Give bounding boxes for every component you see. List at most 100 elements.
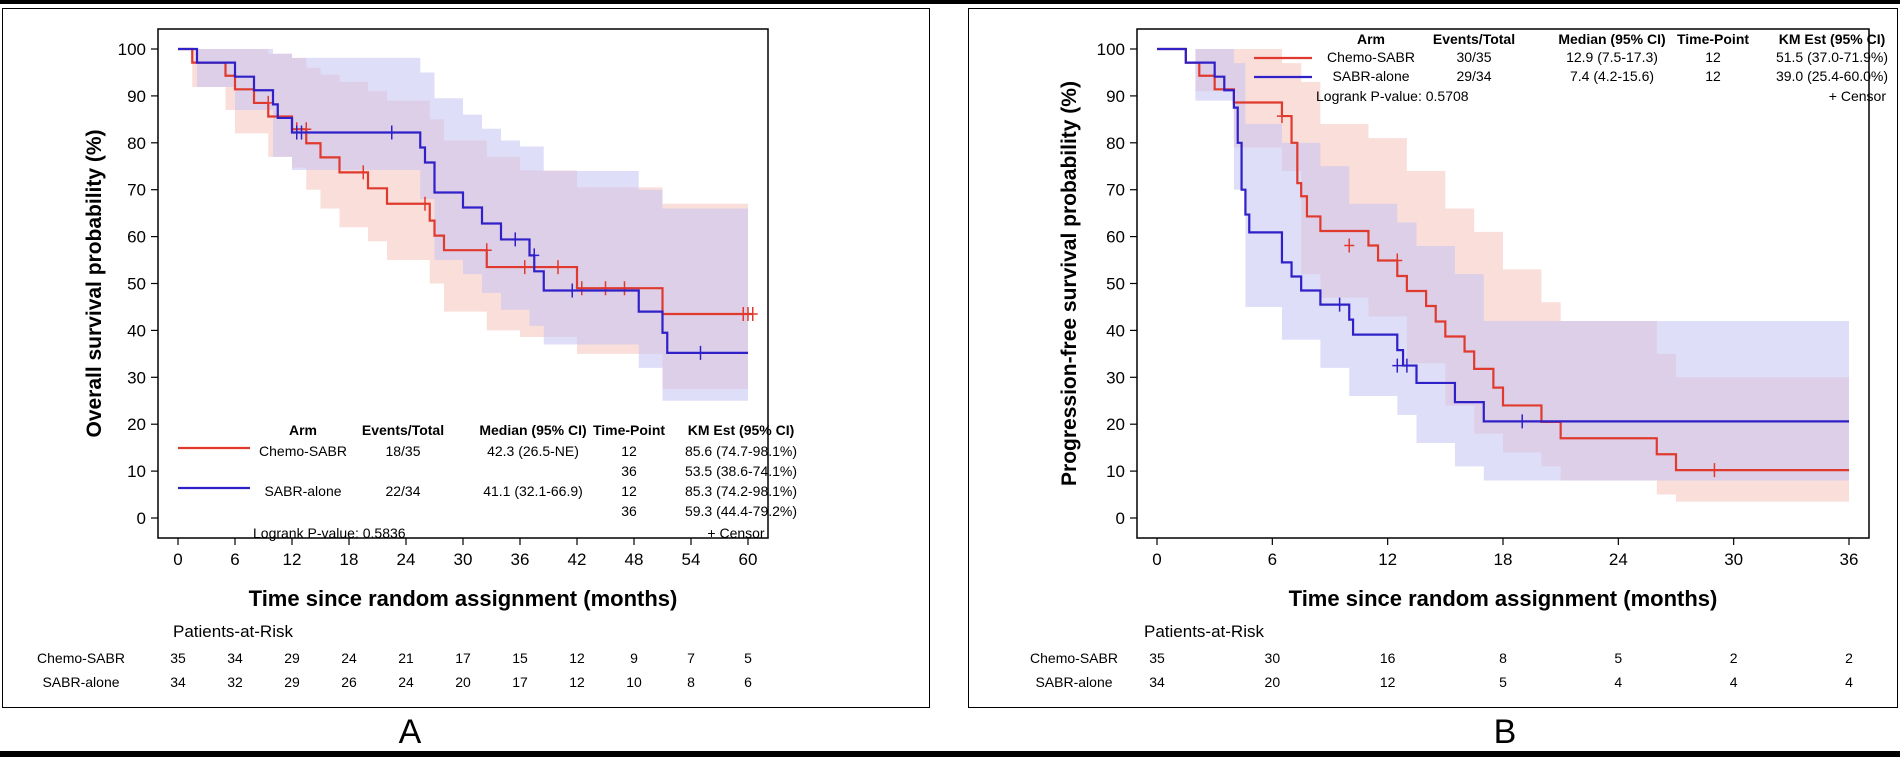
risk-count: 4 bbox=[1614, 674, 1622, 690]
y-tick-label: 10 bbox=[127, 462, 146, 481]
risk-count: 4 bbox=[1845, 674, 1853, 690]
censor-mark bbox=[1392, 358, 1403, 373]
risk-count: 24 bbox=[398, 674, 414, 690]
risk-count: 32 bbox=[227, 674, 243, 690]
legend-cell: 36 bbox=[621, 503, 637, 519]
risk-count: 15 bbox=[512, 650, 528, 666]
risk-count: 5 bbox=[1499, 674, 1507, 690]
censor-mark bbox=[1276, 109, 1287, 124]
risk-row-name: SABR-alone bbox=[42, 674, 119, 690]
legend-header: Median (95% CI) bbox=[1558, 31, 1665, 47]
y-tick-label: 10 bbox=[1106, 462, 1125, 481]
y-tick-label: 30 bbox=[127, 368, 146, 387]
censor-mark bbox=[553, 260, 563, 275]
legend-cell: 36 bbox=[621, 463, 637, 479]
censor-mark bbox=[358, 165, 369, 180]
x-tick-label: 24 bbox=[397, 550, 416, 569]
y-tick-label: 40 bbox=[127, 321, 146, 340]
legend-cell: 53.5 (38.6-74.1%) bbox=[685, 463, 797, 479]
y-tick-label: 90 bbox=[1106, 87, 1125, 106]
risk-count: 35 bbox=[1149, 650, 1165, 666]
y-tick-label: 0 bbox=[137, 509, 146, 528]
risk-count: 30 bbox=[1265, 650, 1281, 666]
legend-cell: 12 bbox=[1705, 49, 1721, 65]
x-tick-label: 36 bbox=[511, 550, 530, 569]
legend-cell: 30/35 bbox=[1456, 49, 1491, 65]
y-tick-label: 80 bbox=[1106, 134, 1125, 153]
y-tick-label: 20 bbox=[127, 415, 146, 434]
risk-count: 20 bbox=[455, 674, 471, 690]
y-tick-label: 90 bbox=[127, 87, 146, 106]
legend-header: KM Est (95% CI) bbox=[1779, 31, 1886, 47]
risk-row-name: Chemo-SABR bbox=[1030, 650, 1118, 666]
ci-band-sabr-alone bbox=[178, 49, 748, 420]
legend-cell: 41.1 (32.1-66.9) bbox=[483, 483, 583, 499]
legend-cell: 12 bbox=[621, 483, 637, 499]
censor-mark bbox=[1334, 297, 1345, 312]
censor-mark bbox=[510, 232, 521, 247]
y-tick-label: 60 bbox=[127, 228, 146, 247]
risk-count: 7 bbox=[687, 650, 695, 666]
risk-row-name: SABR-alone bbox=[1035, 674, 1112, 690]
y-tick-label: 100 bbox=[118, 40, 146, 59]
censor-mark bbox=[1401, 358, 1412, 373]
legend-cell: 59.3 (44.4-79.2%) bbox=[685, 503, 797, 519]
y-tick-label: 70 bbox=[1106, 181, 1125, 200]
km-chart-overall-survival: 0 10 20 30 40 50 60 70 80 90 100 0 6 12 18 24 30 36 42 48 54… bbox=[2, 8, 930, 708]
legend-cell: Chemo-SABR bbox=[259, 443, 347, 459]
risk-count: 5 bbox=[1614, 650, 1622, 666]
legend-cell: 12.9 (7.5-17.3) bbox=[1566, 49, 1658, 65]
x-tick-label: 6 bbox=[230, 550, 239, 569]
legend-cell: 51.5 (37.0-71.9%) bbox=[1776, 49, 1888, 65]
risk-count: 12 bbox=[1380, 674, 1396, 690]
risk-count: 16 bbox=[1380, 650, 1396, 666]
censor-legend: + Censor bbox=[1829, 88, 1887, 104]
bottom-border bbox=[0, 751, 1900, 757]
risk-count: 6 bbox=[744, 674, 752, 690]
x-tick-label: 36 bbox=[1840, 550, 1859, 569]
legend-header: Median (95% CI) bbox=[479, 422, 586, 438]
panel-label-b: B bbox=[1493, 713, 1517, 751]
legend-header: Arm bbox=[1357, 31, 1385, 47]
y-axis-label: Overall survival probability (%) bbox=[83, 129, 106, 437]
legend-cell: 85.3 (74.2-98.1%) bbox=[685, 483, 797, 499]
km-curve-chemo-sabr bbox=[1157, 47, 1849, 472]
legend-cell: 18/35 bbox=[385, 443, 420, 459]
risk-count: 20 bbox=[1265, 674, 1281, 690]
censor-mark bbox=[263, 95, 274, 110]
x-axis-label: Time since random assignment (months) bbox=[1289, 586, 1718, 611]
km-chart-progression-free-survival: 0 10 20 30 40 50 60 70 80 90 100 0 6 12 18 24 30 36 Progre… bbox=[968, 8, 1898, 708]
censor-mark bbox=[529, 248, 540, 263]
risk-count: 21 bbox=[398, 650, 414, 666]
risk-count: 34 bbox=[170, 674, 186, 690]
x-tick-label: 18 bbox=[1494, 550, 1513, 569]
legend-cell: 29/34 bbox=[1456, 68, 1491, 84]
censor-mark bbox=[1392, 253, 1403, 268]
risk-count: 4 bbox=[1730, 674, 1738, 690]
legend-header: Events/Total bbox=[1433, 31, 1515, 47]
panel-label-a: A bbox=[398, 713, 422, 751]
y-axis-label: Progression-free survival probability (%… bbox=[1058, 81, 1081, 486]
risk-count: 12 bbox=[569, 650, 585, 666]
censor-mark bbox=[296, 125, 307, 140]
risk-count: 17 bbox=[512, 674, 528, 690]
risk-count: 24 bbox=[341, 650, 357, 666]
risk-count: 2 bbox=[1730, 650, 1738, 666]
x-axis-label: Time since random assignment (months) bbox=[249, 586, 678, 611]
legend-header: Arm bbox=[289, 422, 317, 438]
censor-mark bbox=[301, 122, 312, 137]
x-tick-label: 42 bbox=[568, 550, 587, 569]
top-border bbox=[0, 0, 1900, 4]
censor-mark bbox=[481, 243, 492, 258]
ci-band-sabr-alone bbox=[1157, 49, 1849, 481]
x-tick-label: 6 bbox=[1268, 550, 1277, 569]
censor-mark bbox=[1709, 463, 1720, 478]
y-tick-label: 40 bbox=[1106, 321, 1125, 340]
y-tick-label: 0 bbox=[1116, 509, 1125, 528]
risk-count: 26 bbox=[341, 674, 357, 690]
x-tick-label: 30 bbox=[1724, 550, 1743, 569]
risk-count: 12 bbox=[569, 674, 585, 690]
legend-cell: Chemo-SABR bbox=[1327, 49, 1415, 65]
legend-header: Events/Total bbox=[362, 422, 444, 438]
legend-cell: 7.4 (4.2-15.6) bbox=[1570, 68, 1654, 84]
